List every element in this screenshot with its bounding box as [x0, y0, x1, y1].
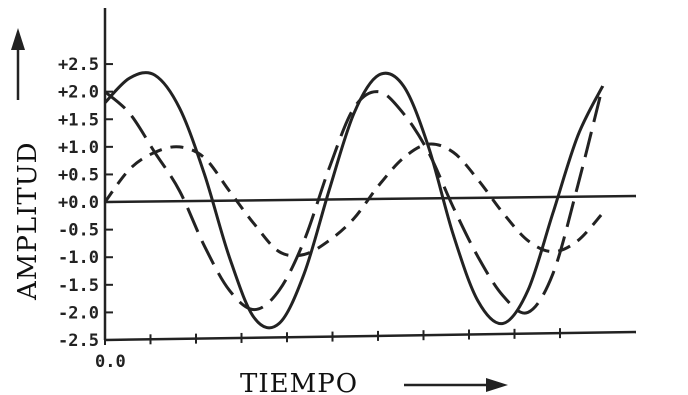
y-tick-label: +1.5 [58, 110, 99, 130]
axes [103, 8, 637, 342]
y-tick-label: +2.5 [58, 55, 99, 75]
x-axis-line [104, 330, 637, 342]
y-tick-label: -1.0 [58, 248, 99, 268]
series-line-3 [103, 142, 604, 258]
tick-labels: +2.5 +2.0 +1.5 +1.0 +0.5 +0.0 -0.5 -1.0 -1.5 -2.0… [58, 55, 126, 372]
x-axis-arrow [404, 378, 508, 392]
x-tick-label: 0.0 [95, 352, 126, 372]
y-tick-label: +2.0 [58, 83, 99, 103]
y-tick-label: -0.5 [58, 221, 99, 241]
x-axis-title: TIEMPO [240, 369, 358, 395]
y-tick-label: -2.5 [58, 331, 99, 351]
plot-lines [103, 71, 605, 330]
y-tick-label: +0.0 [58, 193, 99, 213]
y-tick-label: -1.5 [58, 276, 99, 296]
y-tick-label: +1.0 [58, 138, 99, 158]
y-tick-label: +0.5 [58, 165, 99, 185]
zero-line [104, 194, 637, 204]
series-line-2 [104, 85, 605, 315]
y-tick-label: -2.0 [58, 303, 99, 323]
y-axis-title: AMPLITUD [13, 141, 43, 301]
y-axis-arrow [11, 28, 25, 100]
ticks [104, 63, 562, 345]
series-line-1 [103, 71, 605, 330]
